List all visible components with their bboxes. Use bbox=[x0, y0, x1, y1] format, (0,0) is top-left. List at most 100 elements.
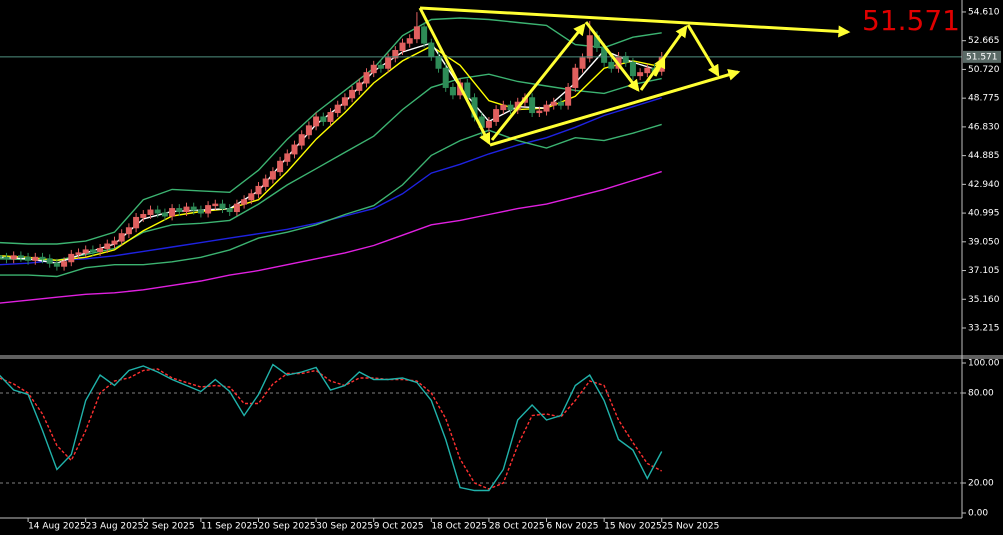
x-tick-label: 25 Nov 2025 bbox=[662, 522, 720, 532]
x-tick-label: 11 Sep 2025 bbox=[201, 522, 258, 532]
y-tick-label: 44.885 bbox=[968, 151, 1000, 161]
y-tick-label: 39.050 bbox=[968, 237, 1000, 247]
candle-body bbox=[485, 120, 492, 128]
trend-line bbox=[490, 23, 586, 141]
trend-line bbox=[489, 68, 741, 147]
candle-body bbox=[154, 209, 161, 214]
x-tick-label: 28 Oct 2025 bbox=[489, 522, 545, 532]
y-tick-label: 37.105 bbox=[968, 266, 1000, 276]
candle-body bbox=[421, 26, 428, 44]
candle-body bbox=[205, 205, 212, 214]
candle-body bbox=[428, 42, 435, 57]
y-tick-label: 33.215 bbox=[968, 324, 1000, 334]
candle-body bbox=[637, 72, 644, 77]
trend-line bbox=[653, 55, 666, 77]
x-tick-label: 15 Nov 2025 bbox=[604, 522, 662, 532]
candle-body bbox=[161, 212, 168, 217]
candle-body bbox=[39, 256, 46, 260]
candle-body bbox=[629, 61, 636, 77]
candle-body bbox=[644, 67, 651, 74]
candle-body bbox=[313, 116, 320, 127]
candle-body bbox=[32, 256, 39, 261]
plot-area bbox=[0, 12, 962, 492]
candle-body bbox=[565, 86, 572, 106]
candle-body bbox=[536, 110, 543, 114]
y-tick-label: 0.00 bbox=[968, 509, 988, 519]
y-tick-label: 46.830 bbox=[968, 122, 1000, 132]
candle-body bbox=[241, 199, 248, 205]
candle-body bbox=[176, 208, 183, 213]
candle-body bbox=[197, 209, 204, 214]
y-tick-label: 20.00 bbox=[968, 479, 994, 489]
candle-body bbox=[255, 185, 262, 195]
candle-body bbox=[305, 125, 312, 136]
candle-body bbox=[133, 216, 140, 229]
candle-body bbox=[385, 57, 392, 69]
current-price-big: 51.571 bbox=[862, 4, 960, 37]
candle-body bbox=[349, 89, 356, 99]
y-tick-label: 35.160 bbox=[968, 295, 1000, 305]
candle-body bbox=[550, 101, 557, 106]
indicator-line bbox=[0, 73, 662, 262]
candle-body bbox=[0, 255, 3, 258]
candle-body bbox=[572, 67, 579, 88]
candle-body bbox=[399, 42, 406, 52]
candle-body bbox=[298, 134, 305, 146]
x-tick-label: 14 Aug 2025 bbox=[28, 522, 86, 532]
candle-body bbox=[147, 209, 154, 215]
candle-body bbox=[529, 97, 536, 114]
candle-body bbox=[500, 104, 507, 111]
x-tick-label: 30 Sep 2025 bbox=[316, 522, 373, 532]
y-tick-label: 50.720 bbox=[968, 65, 1000, 75]
candle-body bbox=[435, 55, 442, 69]
candle-body bbox=[118, 233, 125, 242]
trend-line bbox=[418, 7, 491, 146]
candle-body bbox=[75, 252, 82, 255]
indicator-line bbox=[0, 363, 663, 492]
x-tick-label: 2 Sep 2025 bbox=[143, 522, 194, 532]
candle-body bbox=[68, 253, 75, 263]
y-tick-label: 48.775 bbox=[968, 94, 1000, 104]
candle-body bbox=[140, 213, 147, 218]
candle-body bbox=[586, 35, 593, 59]
candle-body bbox=[442, 67, 449, 88]
candle-body bbox=[10, 255, 17, 260]
indicator-line bbox=[0, 170, 662, 304]
y-tick-label: 42.940 bbox=[968, 180, 1000, 190]
candle-body bbox=[125, 227, 132, 235]
x-tick-label: 6 Nov 2025 bbox=[547, 522, 599, 532]
price-label: 51.571 bbox=[966, 52, 998, 62]
candle-body bbox=[363, 72, 370, 84]
candle-body bbox=[104, 243, 111, 249]
candle-body bbox=[370, 64, 377, 74]
trend-annotations bbox=[418, 6, 851, 147]
candle-body bbox=[169, 208, 176, 217]
price-label-box bbox=[963, 50, 1001, 63]
candle-body bbox=[212, 203, 219, 207]
y-tick-label: 100.00 bbox=[968, 358, 1000, 368]
candle-body bbox=[3, 256, 10, 260]
x-tick-label: 18 Oct 2025 bbox=[431, 522, 487, 532]
x-tick-label: 23 Aug 2025 bbox=[86, 522, 144, 532]
candle-body bbox=[97, 247, 104, 252]
indicator-line bbox=[0, 123, 662, 278]
candle-body bbox=[327, 112, 334, 122]
y-tick-label: 54.610 bbox=[968, 7, 1000, 17]
candle-body bbox=[291, 144, 298, 155]
candle-body bbox=[493, 109, 500, 122]
y-tick-label: 52.665 bbox=[968, 36, 1000, 46]
trend-line bbox=[584, 21, 640, 92]
candle-body bbox=[406, 38, 413, 44]
candle-body bbox=[320, 116, 327, 122]
indicator-line bbox=[0, 45, 662, 262]
candle-body bbox=[219, 203, 226, 210]
candle-body bbox=[269, 171, 276, 180]
candle-body bbox=[507, 104, 514, 111]
candle-body bbox=[277, 160, 284, 173]
candle-body bbox=[82, 249, 89, 254]
candle-body bbox=[392, 50, 399, 59]
candle-body bbox=[356, 82, 363, 91]
y-tick-label: 40.995 bbox=[968, 209, 1000, 219]
